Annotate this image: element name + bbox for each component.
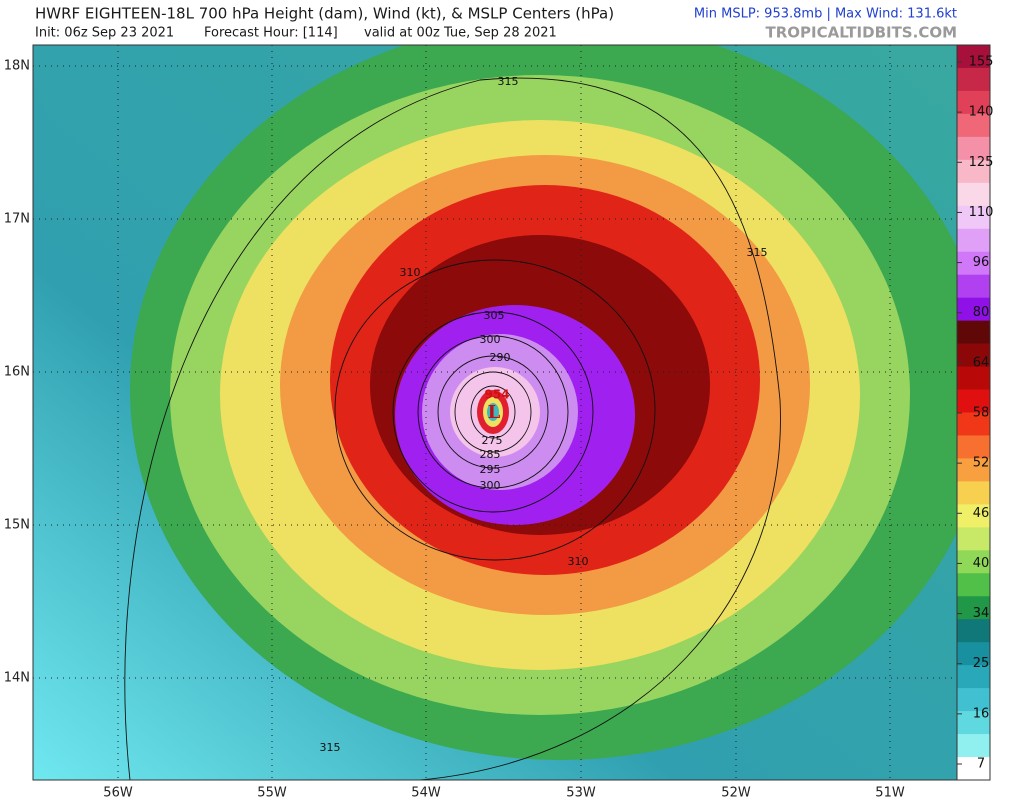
colorbar-band [957,45,990,69]
colorbar-label: 52 [973,456,990,471]
colorbar-label: 58 [973,406,990,421]
lat-label: 15N [4,518,30,533]
lat-label: 18N [4,59,30,74]
lon-label: 51W [875,786,905,801]
colorbar-band [957,573,990,597]
forecast-hour: Forecast Hour: [114] [204,26,338,41]
colorbar-label: 96 [973,255,990,270]
colorbar-band [957,366,990,391]
colorbar-band [957,435,990,459]
colorbar-band [957,389,990,413]
colorbar-label: 80 [973,305,990,320]
contour-label: 315 [320,741,341,754]
colorbar: 155 140 125 110 96 80 64 58 52 46 40 34 25 16 7 [956,44,994,781]
init: Init: 06z Sep 23 2021 [35,26,174,41]
colorbar-label: 46 [973,506,990,521]
contour-label: 290 [490,351,511,364]
contour-label: 275 [482,434,503,447]
colorbar-label: 140 [969,105,994,120]
colorbar-band [957,251,990,276]
lon-label: 56W [103,786,133,801]
contour-label: 305 [484,309,505,322]
colorbar-band [957,182,990,207]
colorbar-band [957,159,990,184]
low-pressure: 954 [484,388,509,402]
colorbar-label: 34 [973,606,990,621]
colorbar-label: 40 [973,556,990,571]
valid-time: valid at 00z Tue, Sep 28 2021 [364,26,557,41]
colorbar-band [957,734,990,758]
colorbar-band [957,711,990,735]
stats: Min MSLP: 953.8mb | Max Wind: 131.6kt [694,7,957,22]
colorbar-label: 25 [973,656,990,671]
lon-label: 53W [566,786,596,801]
contour-label: 285 [480,448,501,461]
colorbar-band [957,458,990,482]
colorbar-band [957,320,990,345]
colorbar-band [957,297,990,322]
colorbar-label: 7 [977,757,985,772]
contour-label: 315 [498,75,519,88]
lat-label: 16N [4,365,30,380]
site: TROPICALTIDBITS.COM [766,24,958,42]
colorbar-band [957,412,990,436]
colorbar-band [957,481,990,505]
colorbar-band [957,274,990,299]
colorbar-band [957,665,990,689]
colorbar-label: 125 [969,155,994,170]
colorbar-band [957,619,990,643]
colorbar-band [957,550,990,574]
colorbar-label: 155 [969,55,994,70]
colorbar-band [957,757,990,781]
colorbar-band [957,67,990,92]
colorbar-band [957,136,990,161]
graticule [33,45,957,780]
contour-label: 300 [480,479,501,492]
colorbar-band [957,504,990,528]
colorbar-band [957,688,990,712]
colorbar-label: 64 [973,355,990,370]
colorbar-band [957,228,990,253]
colorbar-band [957,343,990,368]
colorbar-band [957,113,990,138]
colorbar-band [957,527,990,551]
contour-label: 300 [480,333,501,346]
lat-label: 14N [4,671,30,686]
lat-label: 17N [4,212,30,227]
colorbar-band [957,596,990,620]
lon-label: 55W [257,786,287,801]
low-symbol: L [488,402,501,423]
colorbar-label: 16 [973,706,990,721]
title: HWRF EIGHTEEN-18L 700 hPa Height (dam), … [35,5,614,23]
contour-label: 310 [568,555,589,568]
contour-label: 310 [400,266,421,279]
lon-label: 52W [721,786,751,801]
colorbar-band [957,90,990,115]
lon-label: 54W [411,786,441,801]
contour-label: 295 [480,463,501,476]
colorbar-band [957,642,990,666]
colorbar-label: 110 [969,205,994,220]
map-field [33,45,957,780]
colorbar-band [957,205,990,230]
contour-label: 315 [747,246,768,259]
